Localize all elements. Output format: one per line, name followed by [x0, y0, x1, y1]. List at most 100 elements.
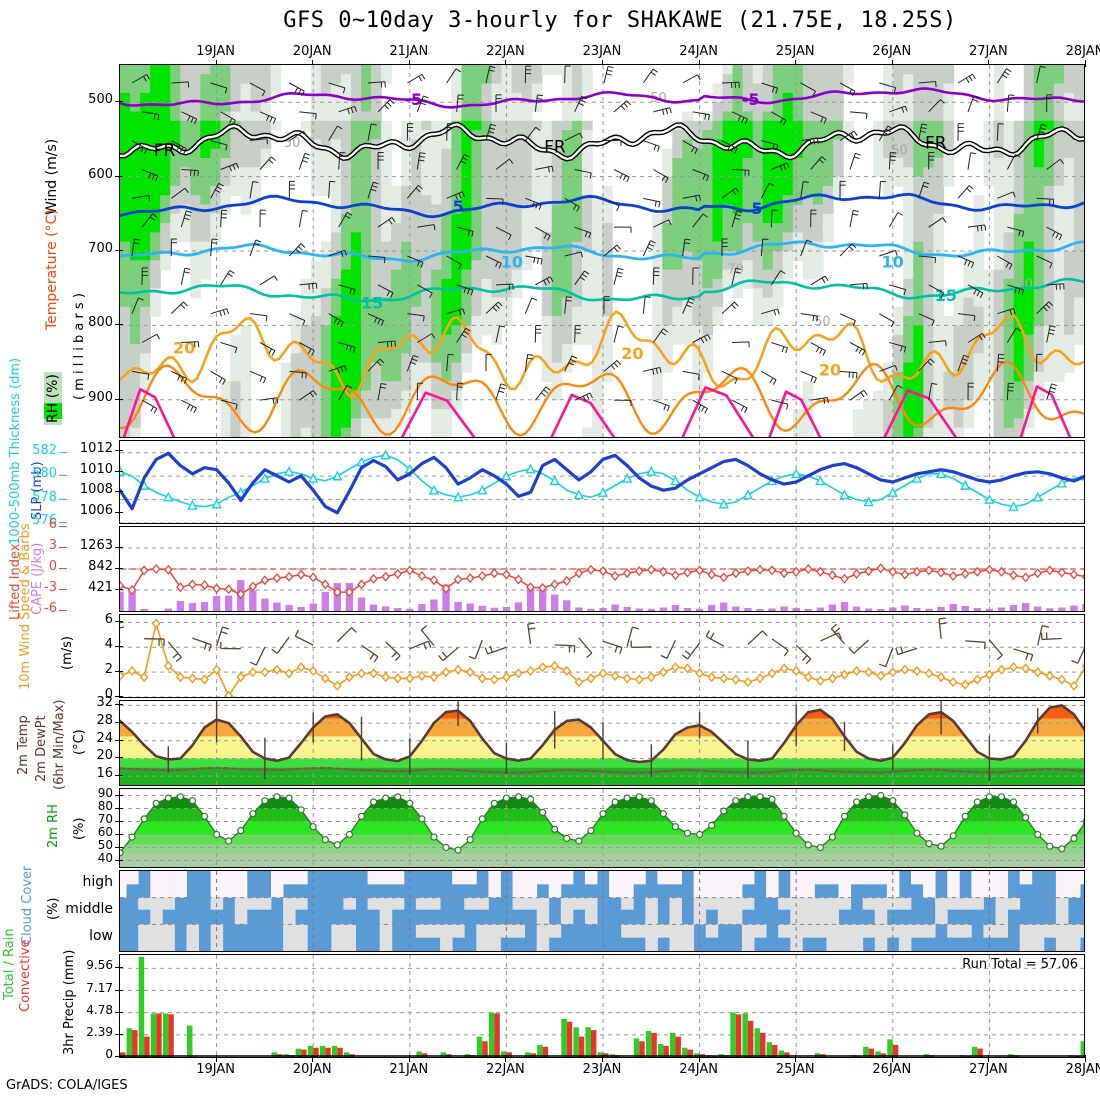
- date-label-23jan: 23JAN: [582, 44, 622, 59]
- y-tick-label: 580: [32, 466, 57, 482]
- y-tick-label: 9.56: [86, 958, 113, 973]
- svg-text:FR: FR: [154, 141, 176, 161]
- date-tick: [408, 1055, 410, 1062]
- panel-cloud-cover[interactable]: [119, 870, 1085, 952]
- date-label-20jan: 20JAN: [292, 1062, 332, 1077]
- date-label-25jan: 25JAN: [775, 1062, 815, 1077]
- y-tick: [59, 589, 67, 590]
- y-tick: [115, 175, 123, 177]
- y-tick: [59, 451, 67, 453]
- y-tick: [115, 989, 123, 991]
- axis-label-precip-total: Total / Rain: [2, 928, 17, 1000]
- y-tick-label: 600: [88, 166, 113, 182]
- date-label-22jan: 22JAN: [486, 44, 525, 59]
- date-label-26jan: 26JAN: [872, 1062, 912, 1077]
- svg-text:FR: FR: [544, 137, 566, 157]
- y-tick-label: 0: [48, 559, 57, 574]
- date-label-28jan: 28JAN: [1065, 44, 1100, 59]
- date-label-19jan: 19JAN: [196, 44, 235, 59]
- date-label-26jan: 26JAN: [872, 44, 912, 59]
- svg-text:50: 50: [1017, 277, 1034, 292]
- axis-label-millibars: ( m i l l i b a r s ): [72, 293, 87, 400]
- date-tick: [795, 1055, 797, 1062]
- y-tick: [115, 398, 123, 400]
- panel-temperature-2m[interactable]: [119, 700, 1085, 786]
- axis-label-temp2m: 2m Temp: [16, 715, 31, 775]
- date-tick: [312, 60, 314, 67]
- date-label-19jan: 19JAN: [196, 1062, 235, 1077]
- y-tick: [115, 491, 123, 493]
- y-tick-label: 842: [88, 559, 113, 574]
- y-tick: [115, 967, 123, 969]
- svg-text:50: 50: [891, 143, 908, 158]
- svg-text:50: 50: [814, 314, 831, 329]
- date-tick: [312, 1055, 314, 1062]
- panel-rh-2m[interactable]: [119, 788, 1085, 868]
- date-tick: [891, 60, 893, 67]
- y-tick: [115, 696, 123, 697]
- date-tick: [1085, 1055, 1086, 1062]
- y-tick: [59, 522, 67, 523]
- y-tick-label: 0: [105, 1047, 113, 1061]
- y-tick: [115, 621, 123, 623]
- y-tick-label: 2: [104, 662, 113, 678]
- date-tick: [795, 60, 797, 67]
- svg-text:5: 5: [751, 199, 762, 218]
- panel-upper-air-cross-section[interactable]: 50 50 50 70 50 50 FR FR FR -5 -5 5 5 10 10 15 15 20 20 20: [119, 64, 1085, 438]
- y-tick: [115, 1011, 123, 1013]
- date-label-24jan: 24JAN: [679, 1062, 718, 1077]
- panel-wind-10m[interactable]: [119, 614, 1085, 698]
- y-tick-label: 7.17: [86, 980, 113, 995]
- y-tick-label: 2.39: [86, 1024, 113, 1039]
- y-tick-label: 4: [104, 637, 113, 653]
- panel-cape-lifted-index[interactable]: [119, 526, 1085, 612]
- y-tick: [115, 324, 123, 326]
- y-tick: [59, 526, 67, 527]
- y-tick-label: 900: [88, 389, 113, 405]
- y-tick-label: -3: [44, 580, 57, 595]
- date-tick: [988, 1055, 990, 1062]
- date-label-20jan: 20JAN: [292, 44, 332, 59]
- y-tick: [115, 547, 123, 548]
- y-tick-label: 1008: [79, 482, 113, 498]
- y-tick-label: 1012: [79, 441, 113, 457]
- date-tick: [505, 1055, 507, 1062]
- svg-text:15: 15: [361, 294, 383, 313]
- y-tick: [115, 646, 123, 648]
- date-tick: [891, 1055, 893, 1062]
- panel-slp-thickness[interactable]: [119, 440, 1085, 524]
- y-tick-label: 500: [88, 92, 113, 108]
- y-tick-label: 80: [97, 798, 113, 813]
- y-tick: [115, 1033, 123, 1035]
- date-tick: [602, 1055, 603, 1062]
- y-tick-label: 6: [48, 517, 57, 532]
- y-tick: [115, 589, 123, 590]
- cloud-row-label-middle: middle: [65, 901, 113, 917]
- y-tick: [59, 475, 67, 477]
- y-tick: [115, 820, 123, 822]
- axis-label-precip-convective: Convective: [18, 939, 33, 1012]
- y-tick-label: 60: [97, 824, 113, 839]
- y-tick: [59, 547, 67, 548]
- y-tick-label: 28: [96, 713, 113, 729]
- panel-precip-3hr[interactable]: Run Total = 57.06: [119, 954, 1085, 1058]
- date-label-27jan: 27JAN: [969, 44, 1008, 59]
- y-tick-label: 578: [32, 489, 57, 505]
- y-tick-label: 0: [104, 687, 113, 702]
- y-tick: [115, 846, 123, 848]
- y-tick: [115, 739, 123, 741]
- y-tick: [59, 568, 67, 569]
- y-tick: [115, 807, 123, 809]
- svg-text:-5: -5: [404, 90, 422, 109]
- date-tick: [602, 60, 603, 67]
- y-tick: [115, 250, 123, 251]
- svg-text:-5: -5: [742, 90, 760, 109]
- date-label-23jan: 23JAN: [582, 1062, 622, 1077]
- y-tick-label: 700: [88, 241, 113, 256]
- svg-text:20: 20: [819, 361, 841, 380]
- y-tick: [115, 722, 123, 724]
- y-tick-label: 800: [88, 315, 113, 331]
- y-tick: [115, 1056, 123, 1057]
- y-tick-label: 50: [97, 837, 113, 852]
- y-tick-label: 24: [96, 730, 113, 746]
